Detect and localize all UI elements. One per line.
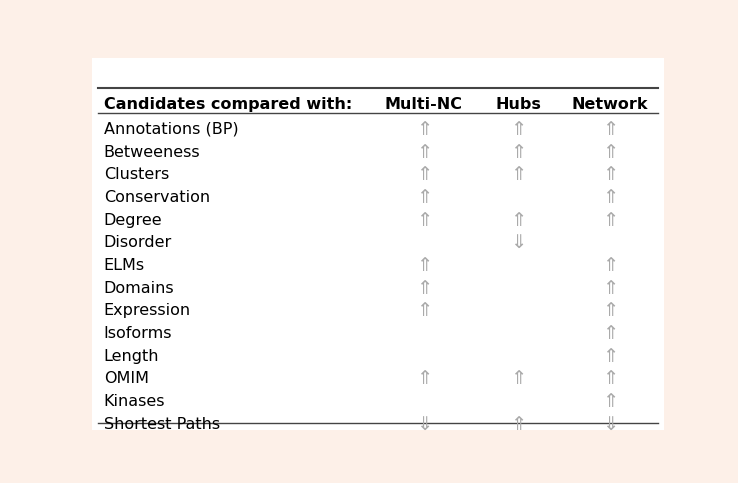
Text: Conservation: Conservation	[103, 190, 210, 205]
Text: ⇓: ⇓	[601, 415, 618, 434]
Text: ⇑: ⇑	[415, 279, 432, 298]
Text: ⇑: ⇑	[415, 165, 432, 184]
Text: ⇑: ⇑	[415, 256, 432, 275]
Text: ⇑: ⇑	[510, 211, 526, 229]
Text: ⇑: ⇑	[510, 120, 526, 139]
Text: Isoforms: Isoforms	[103, 326, 172, 341]
Text: ⇑: ⇑	[510, 369, 526, 388]
Text: ⇑: ⇑	[510, 142, 526, 161]
Text: ⇑: ⇑	[415, 188, 432, 207]
Text: Annotations (BP): Annotations (BP)	[103, 122, 238, 137]
Text: Degree: Degree	[103, 213, 162, 227]
Text: ⇑: ⇑	[510, 415, 526, 434]
Text: Candidates compared with:: Candidates compared with:	[103, 97, 352, 112]
Text: ELMs: ELMs	[103, 258, 145, 273]
Text: ⇑: ⇑	[601, 211, 618, 229]
Text: ⇑: ⇑	[601, 369, 618, 388]
Text: ⇑: ⇑	[601, 188, 618, 207]
Text: ⇑: ⇑	[601, 347, 618, 366]
Text: ⇓: ⇓	[415, 415, 432, 434]
Text: Network: Network	[572, 97, 648, 112]
Text: Kinases: Kinases	[103, 394, 165, 409]
Text: ⇑: ⇑	[601, 279, 618, 298]
Text: ⇑: ⇑	[601, 165, 618, 184]
Text: Shortest Paths: Shortest Paths	[103, 417, 220, 432]
Text: Hubs: Hubs	[495, 97, 541, 112]
Text: ⇑: ⇑	[415, 301, 432, 320]
Text: Expression: Expression	[103, 303, 191, 318]
Text: ⇓: ⇓	[510, 233, 526, 252]
Text: Clusters: Clusters	[103, 167, 169, 182]
Text: Betweeness: Betweeness	[103, 144, 200, 159]
Text: ⇑: ⇑	[415, 369, 432, 388]
Text: ⇑: ⇑	[601, 120, 618, 139]
Text: ⇑: ⇑	[601, 324, 618, 343]
Text: ⇑: ⇑	[601, 142, 618, 161]
Text: ⇑: ⇑	[510, 165, 526, 184]
Text: Multi-NC: Multi-NC	[385, 97, 463, 112]
Text: ⇑: ⇑	[601, 256, 618, 275]
Text: ⇑: ⇑	[415, 120, 432, 139]
Text: Domains: Domains	[103, 281, 174, 296]
Text: ⇑: ⇑	[601, 392, 618, 411]
Text: Length: Length	[103, 349, 159, 364]
Text: ⇑: ⇑	[601, 301, 618, 320]
Text: OMIM: OMIM	[103, 371, 148, 386]
Text: ⇑: ⇑	[415, 142, 432, 161]
Text: ⇑: ⇑	[415, 211, 432, 229]
Text: Disorder: Disorder	[103, 235, 172, 250]
